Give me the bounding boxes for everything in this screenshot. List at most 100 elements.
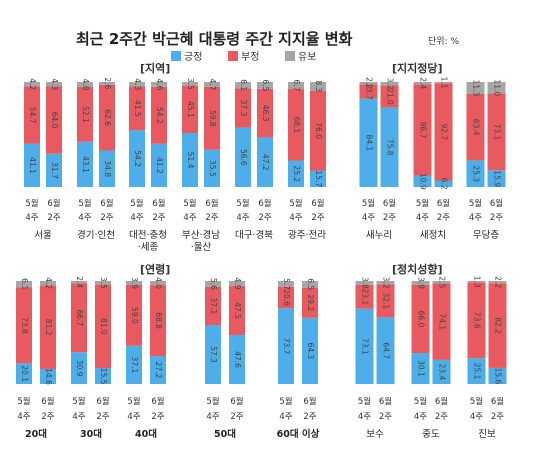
bar-segment-positive — [46, 153, 62, 187]
data-label-reserved: 8.3 — [314, 80, 323, 92]
data-label-negative: 45.1 — [186, 101, 195, 118]
period-week-label: 2주 — [491, 412, 504, 422]
data-label-negative: 46.3 — [261, 105, 270, 122]
data-label-positive: 54.2 — [133, 150, 142, 167]
data-label-negative: 21.0 — [386, 88, 395, 105]
bar-segment-negative — [71, 283, 87, 353]
bars-layer — [16, 82, 507, 384]
data-label-positive: 64.7 — [382, 342, 391, 359]
category-label-line2: ·세종 — [138, 242, 159, 253]
period-week-label: 2주 — [230, 412, 243, 422]
data-label-negative: 32.1 — [382, 292, 391, 309]
bar-segment-positive — [126, 345, 142, 384]
period-week-label: 2주 — [151, 412, 164, 422]
data-label-negative: 59.0 — [130, 307, 139, 324]
bar-segment-positive — [95, 368, 111, 384]
period-month-label: 5월 — [183, 198, 196, 209]
period-month-label: 6월 — [383, 198, 396, 209]
bar-segment-reserved — [40, 281, 56, 286]
bar-segment-negative — [432, 283, 451, 360]
bar-segment-negative — [24, 86, 40, 144]
period-month-label: 5월 — [206, 396, 219, 407]
period-week-label: 4주 — [78, 213, 91, 223]
bar-segment-positive — [205, 324, 221, 384]
period-week-label: 4주 — [25, 213, 38, 223]
data-label-negative: 64.0 — [50, 112, 59, 129]
legend-swatch-positive — [171, 51, 181, 61]
bar-segment-negative — [413, 84, 432, 176]
bar-segment-reserved — [359, 82, 378, 85]
data-label-reserved: 4.3 — [50, 78, 59, 90]
bar-segment-negative — [278, 286, 294, 309]
period-month-label: 6월 — [311, 198, 324, 209]
data-label-reserved: 3.8 — [361, 277, 370, 289]
period-month-label: 5월 — [289, 198, 302, 209]
period-week-label: 2주 — [47, 213, 60, 223]
category-label: 보수 — [366, 429, 384, 440]
period-week-label: 4주 — [416, 213, 429, 223]
period-week-label: 2주 — [379, 412, 392, 422]
bar-segment-negative — [302, 287, 318, 318]
bar-segment-reserved — [310, 82, 326, 91]
period-week-label: 4주 — [470, 412, 483, 422]
panel-title-region: [지역] — [140, 61, 170, 75]
bar-segment-positive — [229, 334, 245, 384]
category-label: 50대 — [214, 428, 236, 440]
bar-segment-reserved — [413, 82, 432, 85]
period-month-label: 5월 — [236, 198, 249, 209]
bar-segment-reserved — [151, 82, 167, 87]
legend-label-reserved: 유보 — [298, 51, 316, 63]
data-label-positive: 64.3 — [306, 343, 315, 360]
bar-segment-negative — [151, 86, 167, 144]
bar-segment-negative — [257, 88, 273, 138]
data-label-reserved: 11.3 — [472, 80, 481, 97]
data-label-positive: 73.1 — [361, 338, 370, 355]
bar-segment-positive — [487, 170, 506, 187]
data-label-positive: 25.3 — [472, 165, 481, 182]
bar-segment-positive — [257, 137, 273, 187]
bar-segment-reserved — [487, 82, 506, 94]
data-label-positive: 27.2 — [154, 362, 163, 379]
data-label-reserved: 6.1 — [20, 278, 29, 290]
period-week-label: 4주 — [127, 412, 140, 422]
period-month-label: 5월 — [78, 198, 91, 209]
bar-segment-negative — [380, 85, 399, 108]
bar-segment-reserved — [380, 82, 399, 86]
data-label-reserved: 2.5 — [438, 276, 447, 288]
bar-segment-positive — [129, 130, 145, 187]
data-label-negative: 29.2 — [306, 294, 315, 311]
bar-segment-negative — [466, 93, 485, 161]
category-label: 광주·전라 — [288, 229, 326, 241]
data-label-negative: 92.7 — [440, 123, 449, 140]
bar-segment-reserved — [24, 82, 40, 87]
period-month-label: 5월 — [469, 198, 482, 209]
period-month-label: 6월 — [100, 198, 113, 209]
data-label-negative: 20.6 — [282, 289, 291, 306]
period-month-label: 6월 — [151, 396, 164, 407]
bar-segment-positive — [24, 143, 40, 187]
bar-segment-reserved — [488, 281, 507, 284]
panel-title-ideology: [정치성향] — [392, 262, 443, 276]
data-label-reserved: 6.5 — [306, 278, 315, 290]
data-label-negative: 66.0 — [417, 311, 426, 328]
bar-segment-positive — [467, 358, 486, 384]
data-label-reserved: 5.6 — [209, 278, 218, 290]
period-week-label: 2주 — [311, 213, 324, 223]
data-label-negative: 54.2 — [155, 107, 164, 124]
bar-segment-reserved — [376, 281, 395, 285]
period-month-label: 6월 — [379, 396, 392, 407]
data-label-reserved: 3.9 — [417, 277, 426, 289]
data-label-reserved: 3.9 — [130, 277, 139, 289]
period-month-label: 6월 — [41, 396, 54, 407]
data-label-negative: 73.8 — [20, 317, 29, 334]
bar-segment-negative — [288, 89, 304, 161]
data-label-positive: 57.3 — [209, 346, 218, 363]
chart-title: 최근 2주간 박근혜 대통령 주간 지지율 변화 — [76, 30, 353, 48]
legend-swatch-negative — [228, 51, 238, 61]
data-label-negative: 81.2 — [44, 319, 53, 336]
data-label-positive: 20.1 — [20, 365, 29, 382]
data-label-reserved: 4.3 — [133, 78, 142, 90]
data-label-negative: 86.7 — [419, 122, 428, 139]
category-label: 서울 — [34, 230, 52, 241]
data-label-positive: 15.9 — [493, 170, 502, 187]
